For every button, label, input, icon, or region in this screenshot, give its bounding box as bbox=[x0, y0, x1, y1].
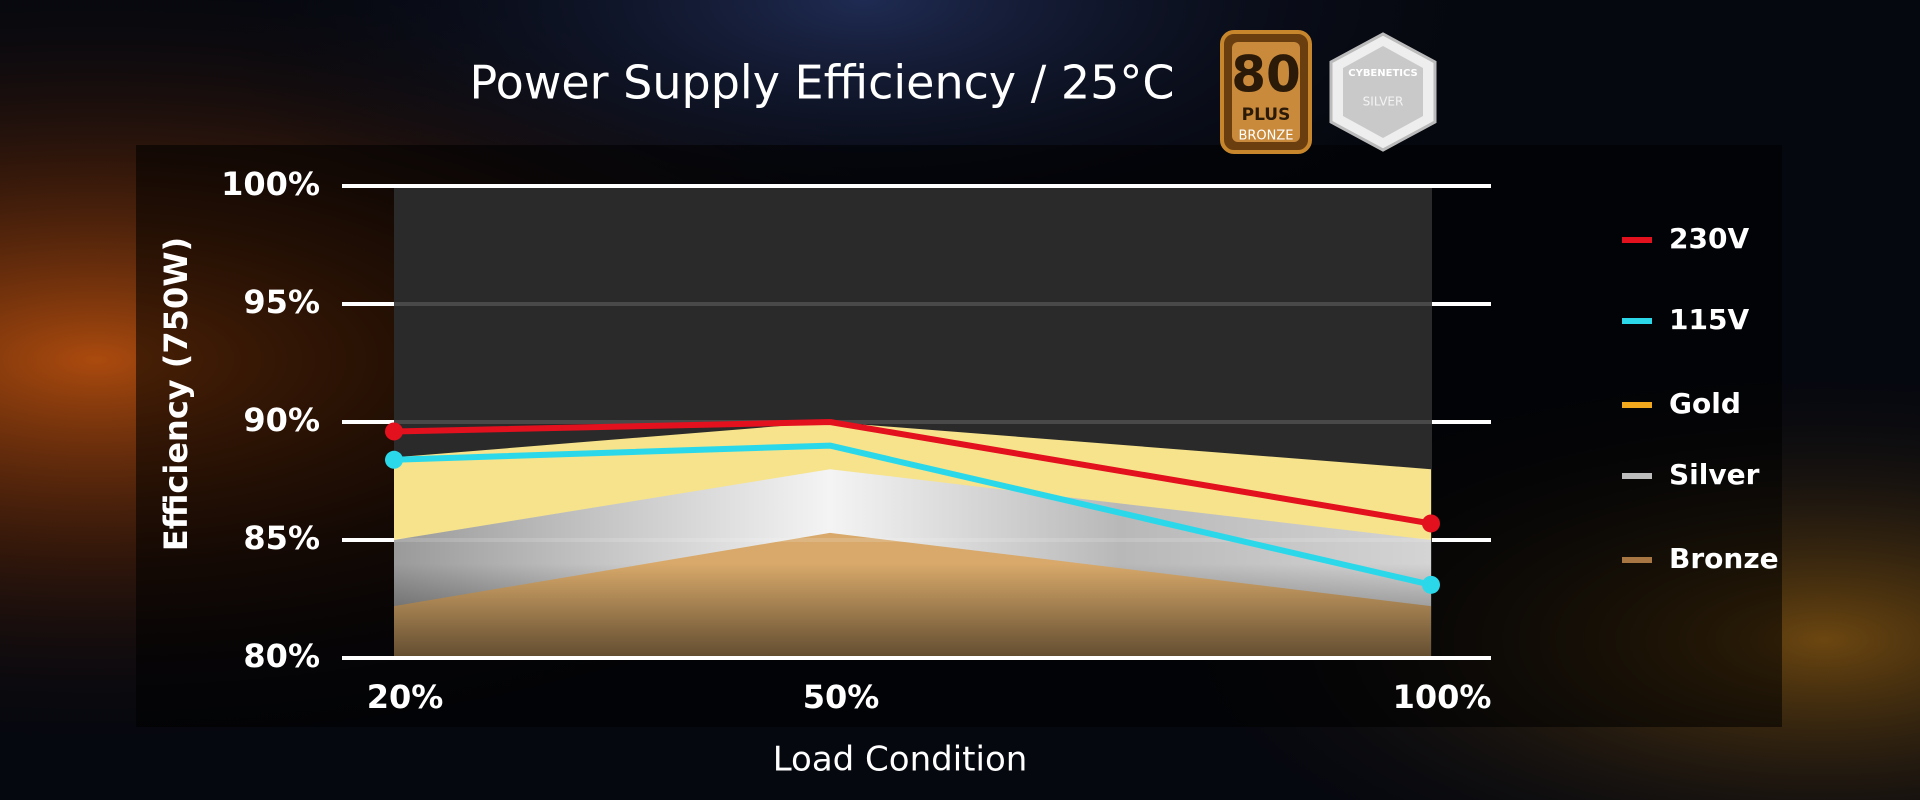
series-marker bbox=[385, 450, 403, 469]
legend-label: Gold bbox=[1669, 387, 1741, 420]
badge-text: BRONZE bbox=[1238, 129, 1293, 144]
series-marker bbox=[1422, 514, 1440, 533]
series-marker bbox=[1422, 575, 1440, 594]
legend-label: Silver bbox=[1669, 458, 1760, 491]
series-marker bbox=[385, 422, 403, 441]
y-tick-label: 90% bbox=[243, 401, 320, 439]
badge-inner bbox=[1343, 46, 1423, 138]
legend-label: Bronze bbox=[1669, 542, 1779, 575]
badge-text: PLUS bbox=[1242, 105, 1291, 125]
x-tick-label: 50% bbox=[803, 678, 880, 716]
series-line bbox=[393, 442, 1432, 588]
x-tick-label: 20% bbox=[367, 678, 444, 716]
badge-text: SILVER bbox=[1363, 95, 1404, 109]
y-tick-label: 80% bbox=[243, 637, 320, 675]
chart-title: Power Supply Efficiency / 25°C bbox=[469, 56, 1174, 110]
plot-fade bbox=[394, 186, 1432, 658]
y-tick-label: 85% bbox=[243, 519, 320, 557]
y-axis-label: Efficiency (750W) bbox=[157, 237, 195, 551]
y-tick-label: 100% bbox=[221, 165, 320, 203]
badge-cybenetics: CYBENETICS SILVER bbox=[1329, 32, 1437, 152]
y-tick-label: 95% bbox=[243, 283, 320, 321]
badge-text: 80 bbox=[1231, 46, 1301, 104]
legend-label: 115V bbox=[1669, 303, 1749, 336]
badge-text: CYBENETICS bbox=[1348, 68, 1418, 79]
badge-80plus: 80 PLUS BRONZE bbox=[1220, 30, 1312, 154]
legend-label: 230V bbox=[1669, 222, 1749, 255]
badge-inner bbox=[1232, 42, 1300, 142]
x-tick-label: 100% bbox=[1393, 678, 1492, 716]
x-axis-label: Load Condition bbox=[773, 740, 1028, 780]
series-line bbox=[393, 419, 1432, 527]
